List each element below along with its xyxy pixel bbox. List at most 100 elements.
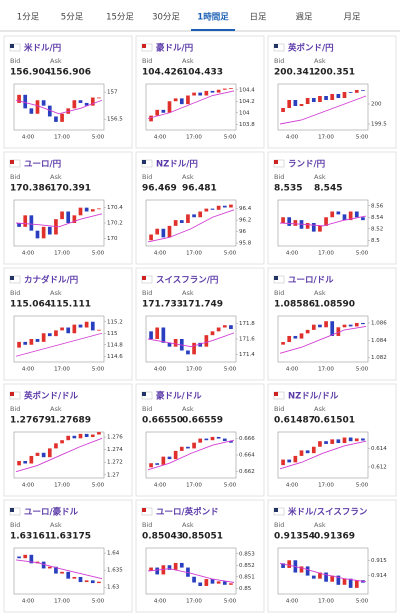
candle <box>216 89 221 93</box>
rate-card[interactable]: 豪ドル/ドル Bid Ask 0.66550 0.66559 0.666 0.664 0.66… <box>135 383 265 497</box>
y-tick-label: 8.5 <box>371 238 380 244</box>
moving-average <box>15 332 103 357</box>
x-tick-label: 17:00 <box>186 483 202 489</box>
flag-mark <box>142 276 146 280</box>
candle <box>78 433 83 439</box>
moving-average <box>147 209 235 243</box>
candle <box>336 327 341 336</box>
tab[interactable]: 1時間足 <box>197 12 229 23</box>
x-tick-label: 17:00 <box>186 251 202 257</box>
candle <box>161 327 166 343</box>
chart-frame <box>13 199 105 247</box>
flag-mark <box>274 508 278 512</box>
candle <box>348 92 353 93</box>
candle <box>41 226 46 239</box>
y-tick-label: 114.8 <box>107 342 123 348</box>
flag-mark <box>274 392 278 396</box>
candle <box>336 211 341 215</box>
candle <box>210 208 215 210</box>
rate-card[interactable]: NZドル/円 Bid Ask 96.469 96.481 96.4 96.2 96 95.8 4:… <box>135 151 265 265</box>
candle <box>204 90 209 96</box>
candle <box>192 342 196 355</box>
rate-card[interactable]: 米ドル/スイスフラン Bid Ask 0.91354 0.91369 0.915 0.914… <box>267 499 397 613</box>
candle <box>192 442 196 449</box>
candle <box>348 437 353 442</box>
rate-card[interactable]: カナダドル/円 Bid Ask 115.064 115.111 115.2 115 114.8… <box>3 267 133 381</box>
x-tick-label: 17:00 <box>186 367 202 373</box>
x-tick-label: 17:00 <box>318 135 334 141</box>
candle <box>198 211 203 218</box>
candle <box>287 459 292 463</box>
candle <box>192 214 196 218</box>
candle <box>287 100 292 108</box>
rate-card[interactable]: 米ドル/円 Bid Ask 156.904 156.906 157 156.5 4:00 17:… <box>3 35 133 149</box>
candle <box>60 571 64 574</box>
candle <box>216 581 221 584</box>
ask-label: Ask <box>314 405 326 413</box>
moving-average <box>279 562 367 583</box>
chart-frame <box>145 431 237 479</box>
candle <box>311 223 316 232</box>
ask-label: Ask <box>50 57 62 65</box>
candle <box>173 339 178 347</box>
tab[interactable]: 15分足 <box>106 13 134 23</box>
y-tick-label: 114.6 <box>107 354 123 360</box>
tab[interactable]: 月足 <box>343 13 361 23</box>
candle <box>60 113 64 122</box>
bid-value: 8.535 <box>274 184 302 194</box>
y-tick-label: 96.4 <box>239 206 252 212</box>
ask-label: Ask <box>314 173 326 181</box>
ask-value: 8.545 <box>314 184 342 194</box>
rate-card[interactable]: ランド/円 Bid Ask 8.535 8.545 8.56 8.54 8.52 8.5 4:00… <box>267 151 397 265</box>
rate-card[interactable]: ユーロ/円 Bid Ask 170.386 170.391 170.4 170.2 170 4:… <box>3 151 133 265</box>
rate-card[interactable]: ユーロ/豪ドル Bid Ask 1.63161 1.63175 1.64 1.635 1.63… <box>3 499 133 613</box>
candle <box>324 441 328 444</box>
tab[interactable]: 日足 <box>249 13 267 23</box>
candle <box>161 109 166 113</box>
tab[interactable]: 週足 <box>295 13 313 23</box>
candle <box>173 98 178 102</box>
candle <box>204 438 209 441</box>
ask-label: Ask <box>182 57 194 65</box>
rate-card[interactable]: ユーロ/ドル Bid Ask 1.08586 1.08590 1.086 1.084 1.08… <box>267 267 397 381</box>
ask-value: 200.351 <box>314 68 355 78</box>
rate-card[interactable]: 豪ドル/円 Bid Ask 104.426 104.433 104.4 104.2 104 10… <box>135 35 265 149</box>
pair-name: 米ドル/円 <box>24 43 61 54</box>
chart-frame <box>13 315 105 363</box>
flag-mark <box>10 44 14 48</box>
tab[interactable]: 1分足 <box>17 13 40 23</box>
candle <box>41 561 46 569</box>
candle <box>54 443 58 449</box>
candle <box>318 324 322 328</box>
rate-card[interactable]: NZドル/ドル Bid Ask 0.61487 0.61501 0.614 0.612 4:0… <box>267 383 397 497</box>
candle <box>60 440 64 444</box>
rate-card[interactable]: ユーロ/英ポンド Bid Ask 0.85043 0.85051 0.853 0.852 0.… <box>135 499 265 613</box>
candle <box>17 460 21 466</box>
y-tick-label: 104 <box>239 110 250 116</box>
rate-card[interactable]: スイスフラン/円 Bid Ask 171.733 171.749 171.8 171.6 17… <box>135 267 265 381</box>
y-tick-label: 200 <box>371 102 382 108</box>
y-tick-label: 1.27 <box>107 472 120 478</box>
candle <box>179 220 184 223</box>
candle <box>281 459 285 466</box>
candle <box>324 217 328 226</box>
candle <box>23 94 28 109</box>
tab[interactable]: 5分足 <box>61 13 84 23</box>
moving-average <box>147 332 235 348</box>
candle <box>318 441 322 447</box>
tab[interactable]: 30分足 <box>152 13 180 23</box>
candle <box>210 331 215 336</box>
candle <box>84 433 89 438</box>
candle <box>66 435 71 441</box>
x-tick-label: 4:00 <box>286 251 299 257</box>
bid-label: Bid <box>274 57 284 65</box>
candle <box>330 575 335 582</box>
flag-mark <box>142 44 146 48</box>
flag-mark <box>142 160 146 164</box>
candle <box>324 572 328 582</box>
x-tick-label: 4:00 <box>286 135 299 141</box>
candle <box>361 90 365 91</box>
candle <box>342 437 347 444</box>
